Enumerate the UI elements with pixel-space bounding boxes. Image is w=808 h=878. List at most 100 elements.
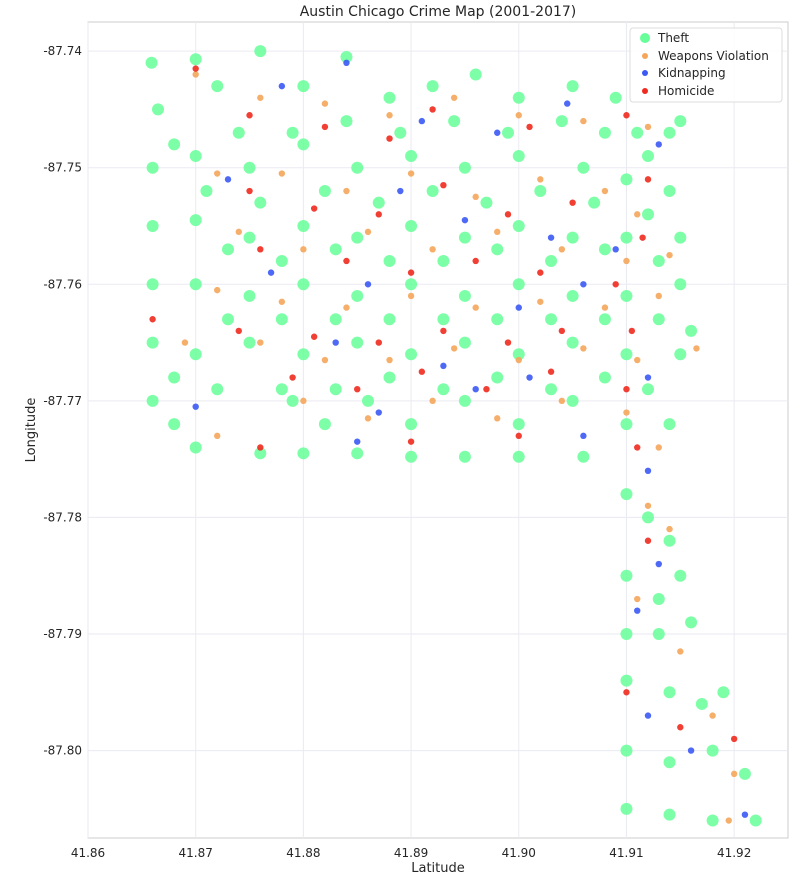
theft-point (340, 115, 353, 128)
legend-label-homicide: Homicide (658, 84, 714, 98)
theft-point (674, 231, 687, 244)
theft-point (512, 348, 525, 361)
kidnapping-point (332, 339, 339, 346)
y-tick-label: -87.76 (43, 277, 82, 291)
weapons-violation-point (725, 817, 732, 824)
legend-marker-homicide (642, 88, 648, 94)
theft-point (275, 313, 288, 326)
weapons-violation-point (601, 187, 609, 195)
theft-point (168, 418, 181, 431)
theft-point (146, 336, 159, 349)
kidnapping-point (494, 129, 501, 136)
kidnapping-point (644, 467, 652, 474)
theft-point (609, 91, 622, 104)
theft-point (566, 231, 579, 244)
y-tick-label: -87.75 (43, 161, 82, 175)
weapons-violation-point (321, 100, 329, 107)
homicide-point (343, 257, 350, 265)
weapons-violation-point (181, 339, 189, 346)
theft-point (329, 383, 342, 396)
theft-point (717, 686, 730, 699)
homicide-point (515, 432, 522, 440)
homicide-point (440, 327, 447, 335)
kidnapping-point (644, 374, 652, 381)
theft-point (566, 336, 579, 349)
theft-point (189, 150, 202, 163)
data-points (145, 45, 762, 827)
weapons-violation-point (407, 292, 415, 300)
weapons-violation-point (666, 251, 673, 259)
weapons-violation-point (623, 409, 630, 416)
kidnapping-point (440, 362, 447, 370)
theft-point (685, 616, 698, 629)
homicide-point (504, 339, 512, 346)
theft-point (749, 814, 762, 827)
weapons-violation-point (192, 71, 199, 78)
theft-point (566, 80, 579, 93)
y-tick-label: -87.74 (43, 44, 82, 58)
kidnapping-point (343, 59, 350, 66)
weapons-violation-point (644, 502, 652, 509)
homicide-point (149, 316, 156, 323)
theft-point (286, 126, 299, 139)
theft-point (480, 196, 493, 209)
weapons-violation-point (300, 397, 307, 405)
weapons-violation-point (655, 292, 662, 300)
kidnapping-point (472, 386, 479, 393)
kidnapping-point (644, 712, 652, 719)
theft-point (318, 185, 331, 198)
y-axis-ticks: -87.74 -87.75 -87.76 -87.77 -87.78 -87.79 -87.… (43, 44, 82, 757)
legend-marker-weapons (642, 53, 648, 59)
homicide-point (677, 724, 684, 731)
theft-point (566, 394, 579, 407)
theft-point (642, 150, 654, 163)
x-tick-label: 41.88 (286, 846, 320, 860)
theft-point (145, 56, 158, 69)
theft-point (512, 418, 525, 431)
legend-label-kidnapping: Kidnapping (658, 66, 726, 80)
theft-point (458, 450, 471, 463)
theft-point (329, 313, 342, 326)
theft-point (372, 196, 385, 209)
theft-point (663, 534, 676, 547)
theft-point (189, 214, 202, 227)
theft-point (555, 115, 568, 128)
kidnapping-point (375, 409, 382, 416)
theft-point (275, 383, 288, 396)
weapons-violation-point (429, 397, 436, 405)
weapons-violation-point (472, 193, 479, 201)
homicide-point (246, 112, 253, 119)
theft-point (491, 371, 504, 384)
homicide-point (354, 386, 361, 393)
homicide-point (558, 327, 566, 335)
kidnapping-point (526, 374, 533, 381)
theft-point (340, 50, 353, 63)
homicide-point (547, 368, 555, 375)
x-tick-label: 41.92 (717, 846, 751, 860)
weapons-violation-point (634, 356, 641, 364)
theft-point (566, 289, 579, 302)
x-tick-label: 41.86 (71, 846, 105, 860)
theft-point (362, 394, 374, 407)
weapons-violation-point (601, 304, 609, 311)
theft-point (437, 313, 450, 326)
theft-point (243, 161, 256, 174)
theft-point (405, 348, 418, 361)
theft-point (189, 53, 202, 66)
weapons-violation-point (644, 123, 652, 131)
weapons-violation-point (634, 211, 641, 218)
weapons-violation-point (623, 257, 630, 265)
chart-title: Austin Chicago Crime Map (2001-2017) (300, 4, 577, 20)
weapons-violation-point (472, 304, 479, 311)
theft-point (383, 254, 396, 267)
theft-point (458, 336, 471, 349)
weapons-violation-point (494, 415, 501, 422)
theft-point (674, 115, 687, 128)
theft-point (598, 243, 611, 256)
homicide-point (418, 368, 426, 375)
theft-point (232, 126, 245, 139)
theft-point (458, 161, 471, 174)
theft-point (738, 767, 751, 780)
homicide-point (192, 65, 199, 72)
homicide-point (407, 269, 415, 276)
